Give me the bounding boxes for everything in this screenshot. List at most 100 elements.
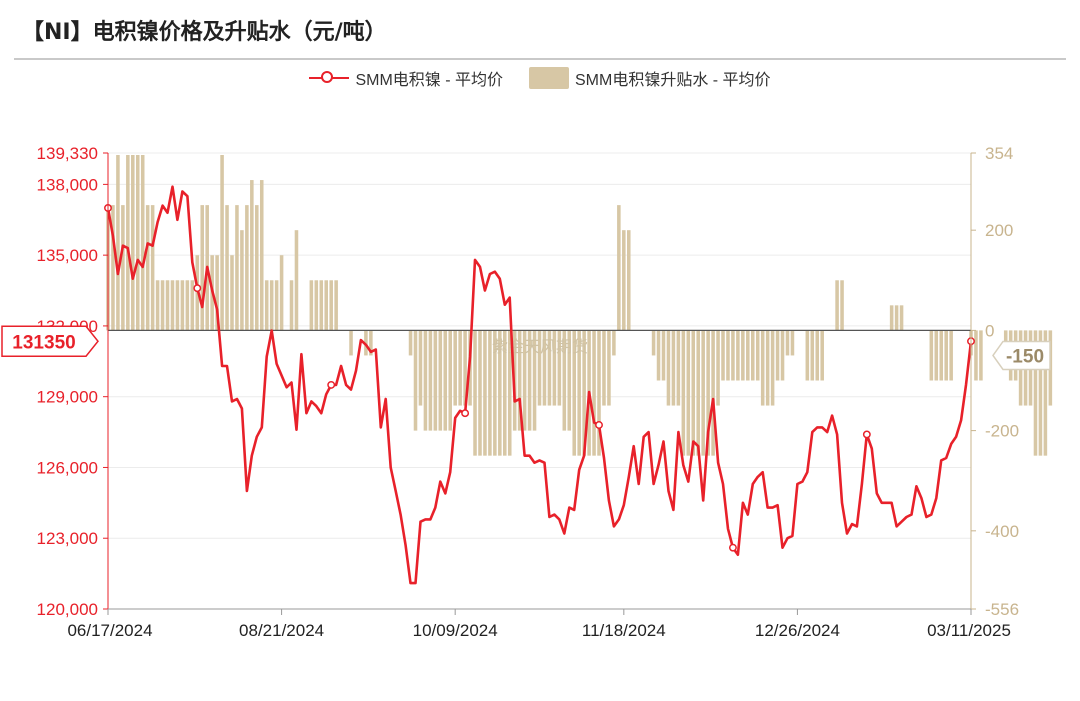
legend: SMM电积镍 - 平均价 SMM电积镍升贴水 - 平均价 — [0, 66, 1080, 90]
bar-96 — [582, 330, 586, 456]
bar-43 — [319, 280, 324, 331]
bar-7 — [140, 155, 145, 331]
bar-141 — [805, 330, 810, 381]
bar-143 — [815, 330, 820, 381]
line-marker-18 — [193, 284, 202, 293]
bar-81 — [507, 330, 512, 456]
bar-16 — [185, 280, 190, 331]
right-tick-label-2: 0 — [985, 321, 994, 340]
bar-144 — [820, 330, 824, 381]
bar-133 — [765, 330, 770, 406]
bar-3 — [121, 205, 125, 331]
bar-105 — [627, 230, 631, 331]
bar-52 — [364, 330, 368, 356]
bar-2 — [116, 155, 120, 331]
left-tick-label-4: 129,000 — [37, 388, 98, 407]
bar-10 — [155, 280, 160, 331]
left-tick-label-5: 126,000 — [37, 458, 98, 477]
bar-46 — [334, 280, 338, 331]
bar-63 — [418, 330, 423, 406]
bar-70 — [453, 330, 457, 406]
legend-item-line[interactable]: SMM电积镍 - 平均价 — [309, 66, 503, 90]
x-tick-label-3: 11/18/2024 — [582, 621, 666, 640]
bar-115 — [676, 330, 681, 406]
bar-4 — [126, 155, 130, 331]
line-marker-126 — [728, 543, 737, 552]
bar-33 — [269, 280, 274, 331]
bar-14 — [175, 280, 180, 331]
bar-77 — [488, 330, 492, 456]
bar-122 — [711, 330, 715, 456]
bar-65 — [428, 330, 433, 431]
bar-127 — [736, 330, 740, 381]
bar-117 — [686, 330, 691, 456]
bar-64 — [423, 330, 428, 431]
bar-99 — [597, 330, 601, 456]
bar-103 — [617, 205, 621, 331]
bar-87 — [537, 330, 542, 406]
bar-74 — [473, 330, 477, 456]
bar-189 — [1043, 330, 1048, 456]
right-axis-ticks: 354 200 0 -200 -400 -556 — [971, 144, 1019, 619]
left-tick-label-2: 135,000 — [37, 246, 98, 265]
bar-28 — [245, 205, 249, 331]
bar-95 — [577, 330, 581, 456]
bar-121 — [706, 330, 710, 456]
bar-27 — [240, 230, 244, 331]
x-tick-label-2: 10/09/2024 — [413, 621, 498, 640]
left-tick-label-0: 139,330 — [37, 144, 98, 163]
bar-78 — [493, 330, 497, 456]
axes — [107, 153, 972, 610]
bar-134 — [770, 330, 775, 406]
x-tick-label-0: 06/17/2024 — [67, 621, 152, 640]
bar-160 — [899, 305, 904, 331]
left-axis-ticks: 139,330138,000135,000132,000129,000126,0… — [37, 144, 108, 619]
bar-series — [106, 155, 1053, 456]
bar-137 — [785, 330, 790, 356]
x-tick-label-1: 08/21/2024 — [239, 621, 324, 640]
bar-61 — [408, 330, 413, 356]
bar-138 — [790, 330, 795, 356]
right-tick-label-1: 200 — [985, 221, 1013, 240]
bar-85 — [527, 330, 532, 431]
bar-126 — [731, 330, 735, 381]
x-tick-label-5: 03/11/2025 — [927, 621, 1011, 640]
bar-15 — [180, 280, 185, 331]
x-axis-ticks: 06/17/2024 08/21/2024 10/09/2024 11/18/2024… — [67, 609, 1011, 640]
line-marker-45 — [327, 380, 336, 389]
bar-series-swatch — [529, 67, 569, 89]
bar-131 — [755, 330, 760, 381]
bar-9 — [150, 205, 155, 331]
bar-83 — [517, 330, 522, 431]
bar-66 — [433, 330, 438, 431]
bar-89 — [547, 330, 552, 406]
bar-17 — [190, 280, 195, 331]
bar-102 — [612, 330, 616, 356]
line-marker-99 — [595, 421, 603, 429]
bar-100 — [602, 330, 606, 406]
bar-120 — [701, 330, 705, 456]
bar-32 — [264, 280, 269, 331]
bar-119 — [696, 330, 700, 456]
bar-112 — [661, 330, 666, 381]
bar-45 — [329, 280, 333, 331]
left-current-flag — [1, 325, 99, 357]
legend-item-bar[interactable]: SMM电积镍升贴水 - 平均价 — [529, 66, 771, 90]
bar-88 — [542, 330, 547, 406]
bar-111 — [656, 330, 661, 381]
bar-80 — [503, 330, 507, 456]
bar-8 — [145, 205, 150, 331]
bar-175 — [974, 330, 978, 381]
bar-68 — [443, 330, 448, 431]
bar-129 — [746, 330, 750, 381]
right-current-flag — [992, 340, 1051, 371]
bar-104 — [622, 230, 626, 331]
bar-93 — [567, 330, 572, 431]
bar-1 — [111, 205, 115, 331]
bar-26 — [235, 205, 239, 331]
bar-53 — [369, 330, 373, 356]
legend-label-line: SMM电积镍 - 平均价 — [355, 72, 503, 89]
bar-75 — [478, 330, 482, 456]
bar-136 — [780, 330, 785, 381]
